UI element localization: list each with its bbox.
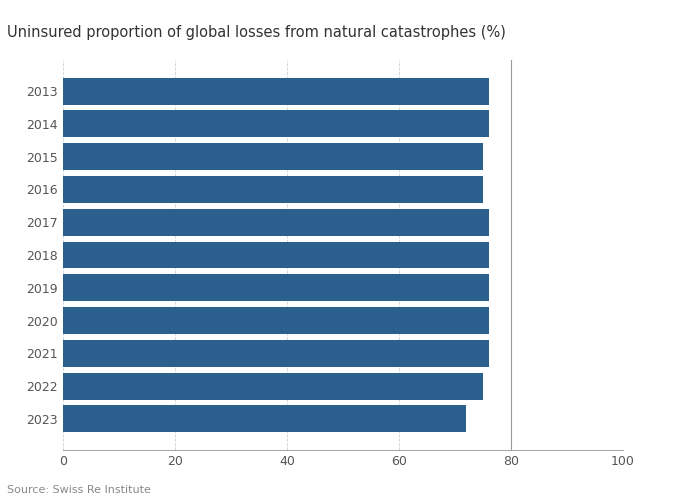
Bar xyxy=(63,242,489,268)
Bar xyxy=(63,209,489,236)
Bar xyxy=(63,176,483,203)
Text: Uninsured proportion of global losses from natural catastrophes (%): Uninsured proportion of global losses fr… xyxy=(7,25,506,40)
Bar xyxy=(63,406,466,432)
Bar xyxy=(63,307,489,334)
Bar xyxy=(63,340,489,366)
Bar xyxy=(63,372,483,400)
Bar xyxy=(63,78,489,104)
Bar xyxy=(63,144,483,170)
Bar xyxy=(63,110,489,138)
Bar xyxy=(63,274,489,301)
Text: Source: Swiss Re Institute: Source: Swiss Re Institute xyxy=(7,485,151,495)
